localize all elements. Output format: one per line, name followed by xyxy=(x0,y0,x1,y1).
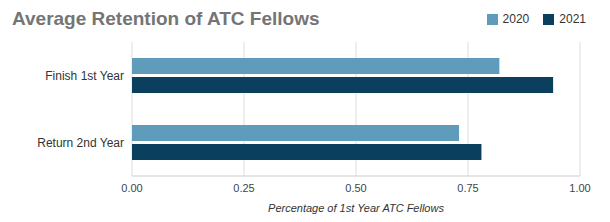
svg-text:0.00: 0.00 xyxy=(121,182,142,194)
svg-text:Finish 1st Year: Finish 1st Year xyxy=(45,69,124,83)
svg-text:Percentage of 1st Year ATC Fel: Percentage of 1st Year ATC Fellows xyxy=(268,202,444,214)
html-text:2021: 2021 xyxy=(559,12,586,26)
svg-text:0.25: 0.25 xyxy=(233,182,254,194)
svg-text:1.00: 1.00 xyxy=(569,182,590,194)
svg-text:0.50: 0.50 xyxy=(345,182,366,194)
html-text:Average Retention of ATC Fello: Average Retention of ATC Fellows xyxy=(12,8,320,29)
svg-text:Return 2nd Year: Return 2nd Year xyxy=(37,136,124,150)
html-text:2020: 2020 xyxy=(502,12,530,26)
svg-text:0.75: 0.75 xyxy=(457,182,478,194)
